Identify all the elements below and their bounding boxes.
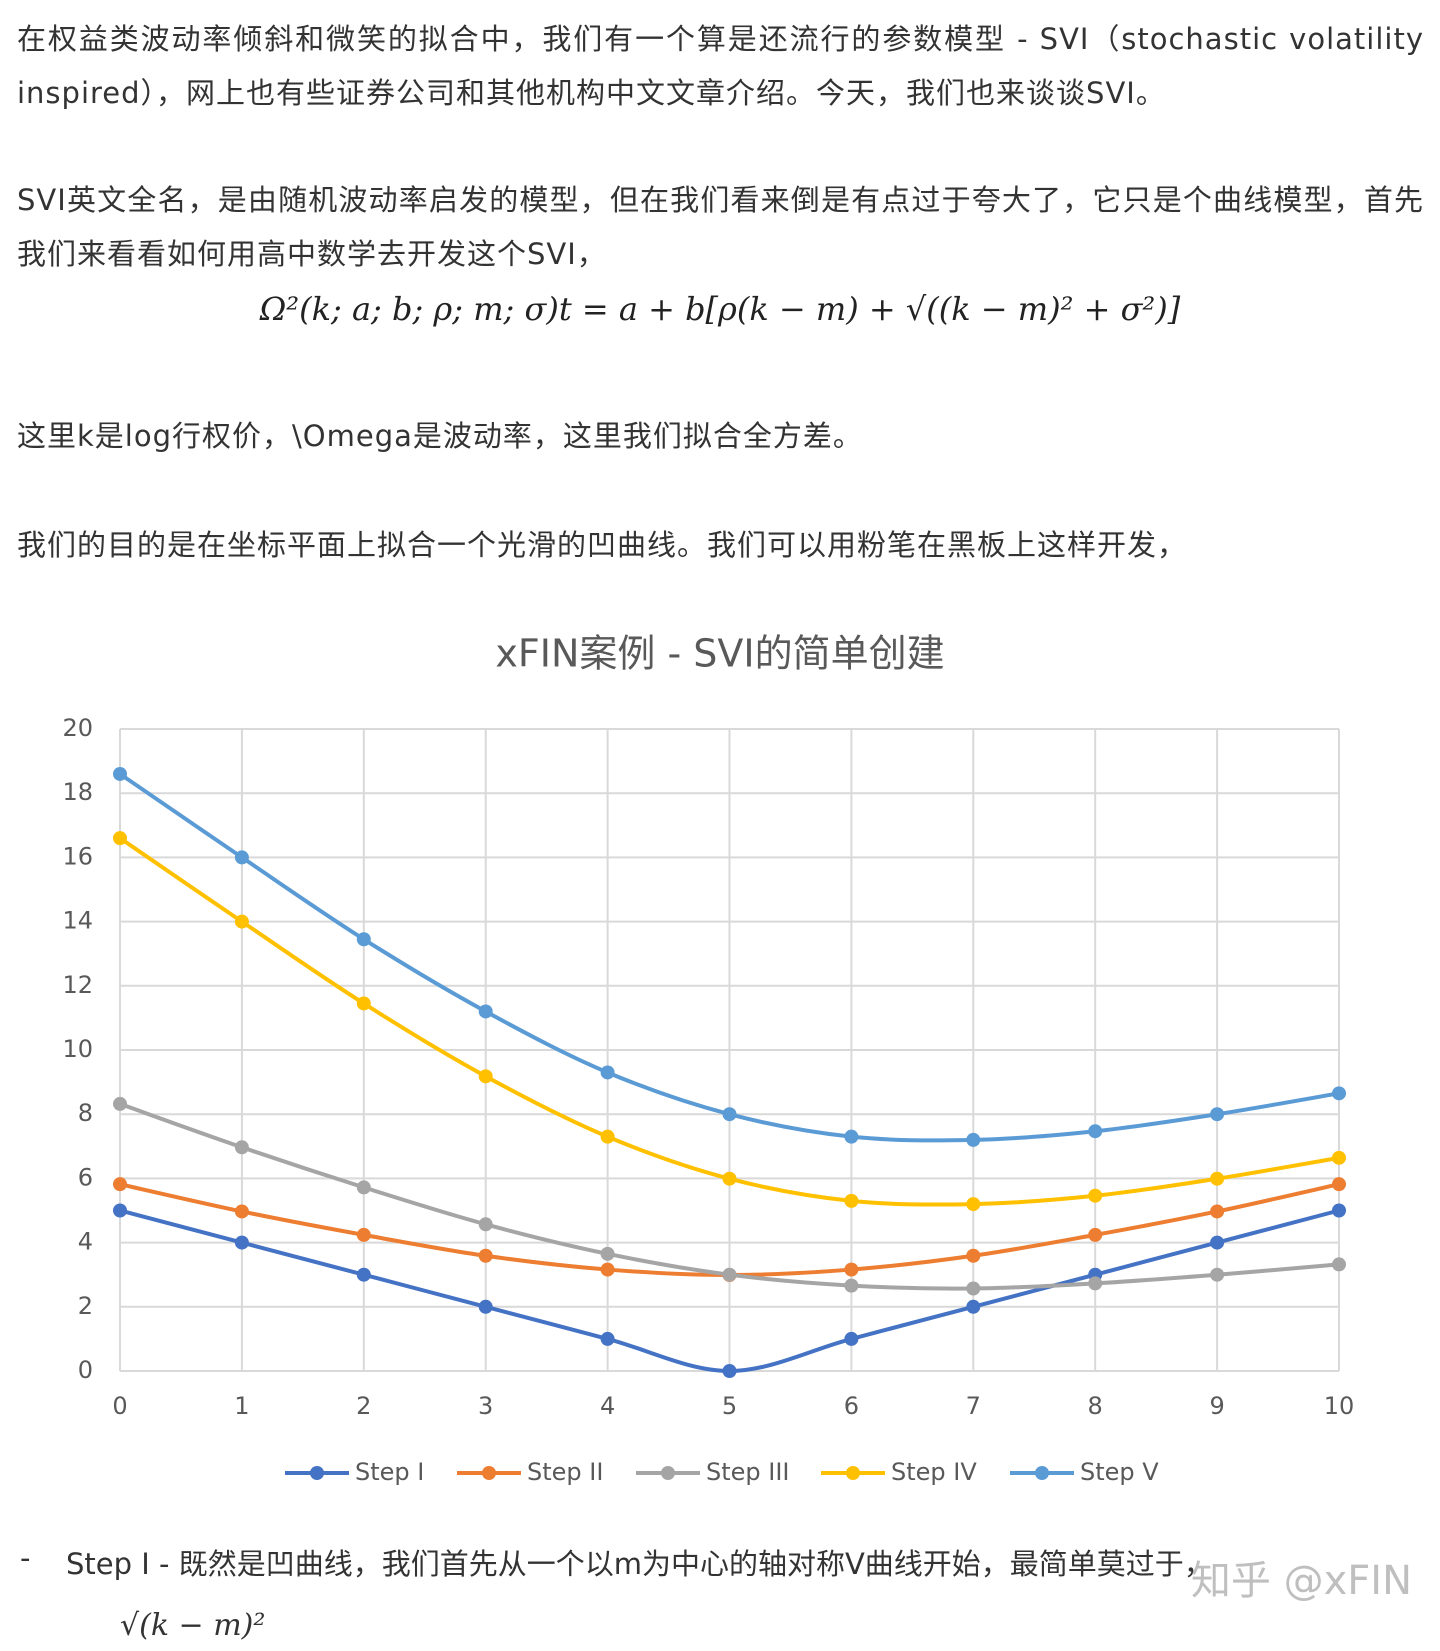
data-point xyxy=(600,1262,615,1277)
data-point xyxy=(356,932,371,947)
bullet-text: Step I - 既然是凹曲线，我们首先从一个以m为中心的轴对称V曲线开始，最简… xyxy=(66,1547,1213,1581)
y-tick-label: 16 xyxy=(62,842,93,870)
data-point xyxy=(1088,1124,1103,1139)
y-tick-label: 4 xyxy=(78,1228,93,1256)
data-point xyxy=(844,1331,859,1346)
data-point xyxy=(1210,1235,1225,1250)
legend-marker xyxy=(310,1466,324,1480)
data-point xyxy=(1332,1177,1346,1192)
data-point xyxy=(478,1217,493,1232)
x-tick-label: 2 xyxy=(356,1392,371,1420)
data-point xyxy=(1210,1267,1225,1282)
legend-label: Step IV xyxy=(891,1458,977,1486)
data-point xyxy=(234,914,249,929)
y-tick-label: 10 xyxy=(62,1035,93,1063)
y-tick-label: 6 xyxy=(78,1163,93,1191)
data-point xyxy=(1088,1227,1103,1242)
data-point xyxy=(722,1171,737,1186)
data-point xyxy=(234,1204,249,1219)
x-tick-label: 10 xyxy=(1324,1392,1355,1420)
data-point xyxy=(966,1248,981,1263)
legend-label: Step II xyxy=(527,1458,603,1486)
data-point xyxy=(478,1299,493,1314)
data-point xyxy=(600,1331,615,1346)
data-point xyxy=(113,1203,127,1218)
data-point xyxy=(1210,1107,1225,1122)
legend-label: Step III xyxy=(706,1458,790,1486)
data-point xyxy=(966,1299,981,1314)
data-point xyxy=(1332,1257,1346,1272)
data-point xyxy=(113,831,127,846)
data-point xyxy=(600,1065,615,1080)
data-point xyxy=(113,1177,127,1192)
data-point xyxy=(234,850,249,865)
x-tick-label: 4 xyxy=(600,1392,615,1420)
data-point xyxy=(234,1140,249,1155)
data-point xyxy=(478,1248,493,1263)
data-point xyxy=(356,1267,371,1282)
y-tick-label: 12 xyxy=(62,971,93,999)
data-point xyxy=(1332,1150,1346,1165)
y-tick-label: 14 xyxy=(62,907,93,935)
x-tick-label: 1 xyxy=(234,1392,249,1420)
legend-marker xyxy=(482,1466,496,1480)
watermark: 知乎 @xFIN xyxy=(1190,1558,1412,1604)
x-tick-label: 5 xyxy=(722,1392,737,1420)
x-tick-label: 7 xyxy=(966,1392,981,1420)
paragraph: SVI英文全名，是由随机波动率启发的模型，但在我们看来倒是有点过于夸大了，它只是… xyxy=(17,183,1424,271)
legend-label: Step I xyxy=(355,1458,424,1486)
y-tick-label: 18 xyxy=(62,778,93,806)
x-tick-label: 9 xyxy=(1209,1392,1224,1420)
y-tick-label: 0 xyxy=(78,1356,93,1384)
data-point xyxy=(1332,1086,1346,1101)
formula: Ω²(k; a; b; ρ; m; σ)t = a + b[ρ(k − m) +… xyxy=(259,290,1181,328)
paragraph: 在权益类波动率倾斜和微笑的拟合中，我们有一个算是还流行的参数模型 - SVI（s… xyxy=(17,22,1424,110)
bullet-formula: √(k − m)² xyxy=(120,1608,266,1643)
data-point xyxy=(722,1107,737,1122)
data-point xyxy=(844,1278,859,1293)
data-point xyxy=(113,766,127,781)
data-point xyxy=(356,996,371,1011)
bullet-marker: - xyxy=(20,1541,31,1575)
data-point xyxy=(966,1197,981,1212)
x-tick-label: 3 xyxy=(478,1392,493,1420)
data-point xyxy=(966,1281,981,1296)
data-point xyxy=(356,1227,371,1242)
paragraph: 这里k是log行权价，\Omega是波动率，这里我们拟合全方差。 xyxy=(17,419,863,453)
y-tick-label: 20 xyxy=(62,714,93,742)
paragraph: 我们的目的是在坐标平面上拟合一个光滑的凹曲线。我们可以用粉笔在黑板上这样开发， xyxy=(17,528,1188,562)
y-tick-label: 2 xyxy=(78,1292,93,1320)
data-point xyxy=(966,1132,981,1147)
x-tick-label: 0 xyxy=(112,1392,127,1420)
data-point xyxy=(844,1129,859,1144)
x-tick-label: 8 xyxy=(1088,1392,1103,1420)
legend-marker xyxy=(1035,1466,1049,1480)
data-point xyxy=(356,1180,371,1195)
legend-marker xyxy=(661,1466,675,1480)
data-point xyxy=(478,1004,493,1019)
data-point xyxy=(1210,1204,1225,1219)
data-point xyxy=(600,1246,615,1261)
data-point xyxy=(1210,1171,1225,1186)
data-point xyxy=(1088,1188,1103,1203)
data-point xyxy=(113,1096,127,1111)
data-point xyxy=(722,1267,737,1282)
data-point xyxy=(844,1193,859,1208)
data-point xyxy=(844,1262,859,1277)
data-point xyxy=(478,1069,493,1084)
legend-label: Step V xyxy=(1080,1458,1159,1486)
chart-title: xFIN案例 - SVI的简单创建 xyxy=(495,632,944,676)
data-point xyxy=(234,1235,249,1250)
data-point xyxy=(600,1129,615,1144)
data-point xyxy=(1088,1276,1103,1291)
y-tick-label: 8 xyxy=(78,1099,93,1127)
x-tick-label: 6 xyxy=(844,1392,859,1420)
data-point xyxy=(722,1364,737,1378)
data-point xyxy=(1332,1203,1346,1218)
legend-marker xyxy=(846,1466,860,1480)
